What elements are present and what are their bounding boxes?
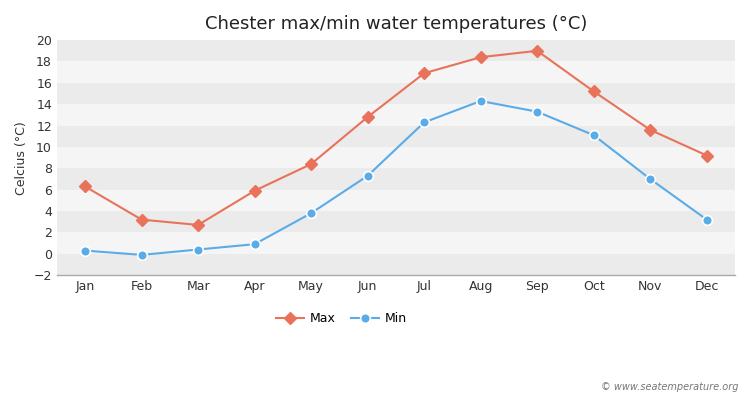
Bar <box>57 211 735 232</box>
Legend: Max, Min: Max, Min <box>272 307 412 330</box>
Max <box>590 89 598 94</box>
Bar <box>57 83 735 104</box>
Min <box>307 211 316 216</box>
Min <box>532 109 542 114</box>
Min <box>250 242 259 246</box>
Line: Min: Min <box>80 96 712 260</box>
Bar <box>57 190 735 211</box>
Min <box>363 174 372 178</box>
Max <box>420 71 429 76</box>
Bar <box>57 104 735 126</box>
Max <box>646 128 655 132</box>
Max <box>363 115 372 120</box>
Min <box>420 120 429 125</box>
Max <box>702 153 711 158</box>
Max <box>194 222 202 227</box>
Min <box>194 247 202 252</box>
Max <box>307 162 316 166</box>
Bar <box>57 147 735 168</box>
Min <box>590 133 598 138</box>
Max <box>137 217 146 222</box>
Max <box>532 48 542 53</box>
Bar <box>57 40 735 62</box>
Y-axis label: Celcius (°C): Celcius (°C) <box>15 121 28 194</box>
Bar <box>57 254 735 275</box>
Min <box>702 217 711 222</box>
Min <box>476 99 485 104</box>
Title: Chester max/min water temperatures (°C): Chester max/min water temperatures (°C) <box>205 15 587 33</box>
Min <box>646 177 655 182</box>
Bar <box>57 62 735 83</box>
Max <box>476 55 485 60</box>
Bar <box>57 168 735 190</box>
Max <box>250 188 259 193</box>
Text: © www.seatemperature.org: © www.seatemperature.org <box>602 382 739 392</box>
Min <box>137 252 146 257</box>
Bar <box>57 232 735 254</box>
Bar <box>57 126 735 147</box>
Max <box>80 184 89 189</box>
Min <box>80 248 89 253</box>
Line: Max: Max <box>81 47 711 229</box>
